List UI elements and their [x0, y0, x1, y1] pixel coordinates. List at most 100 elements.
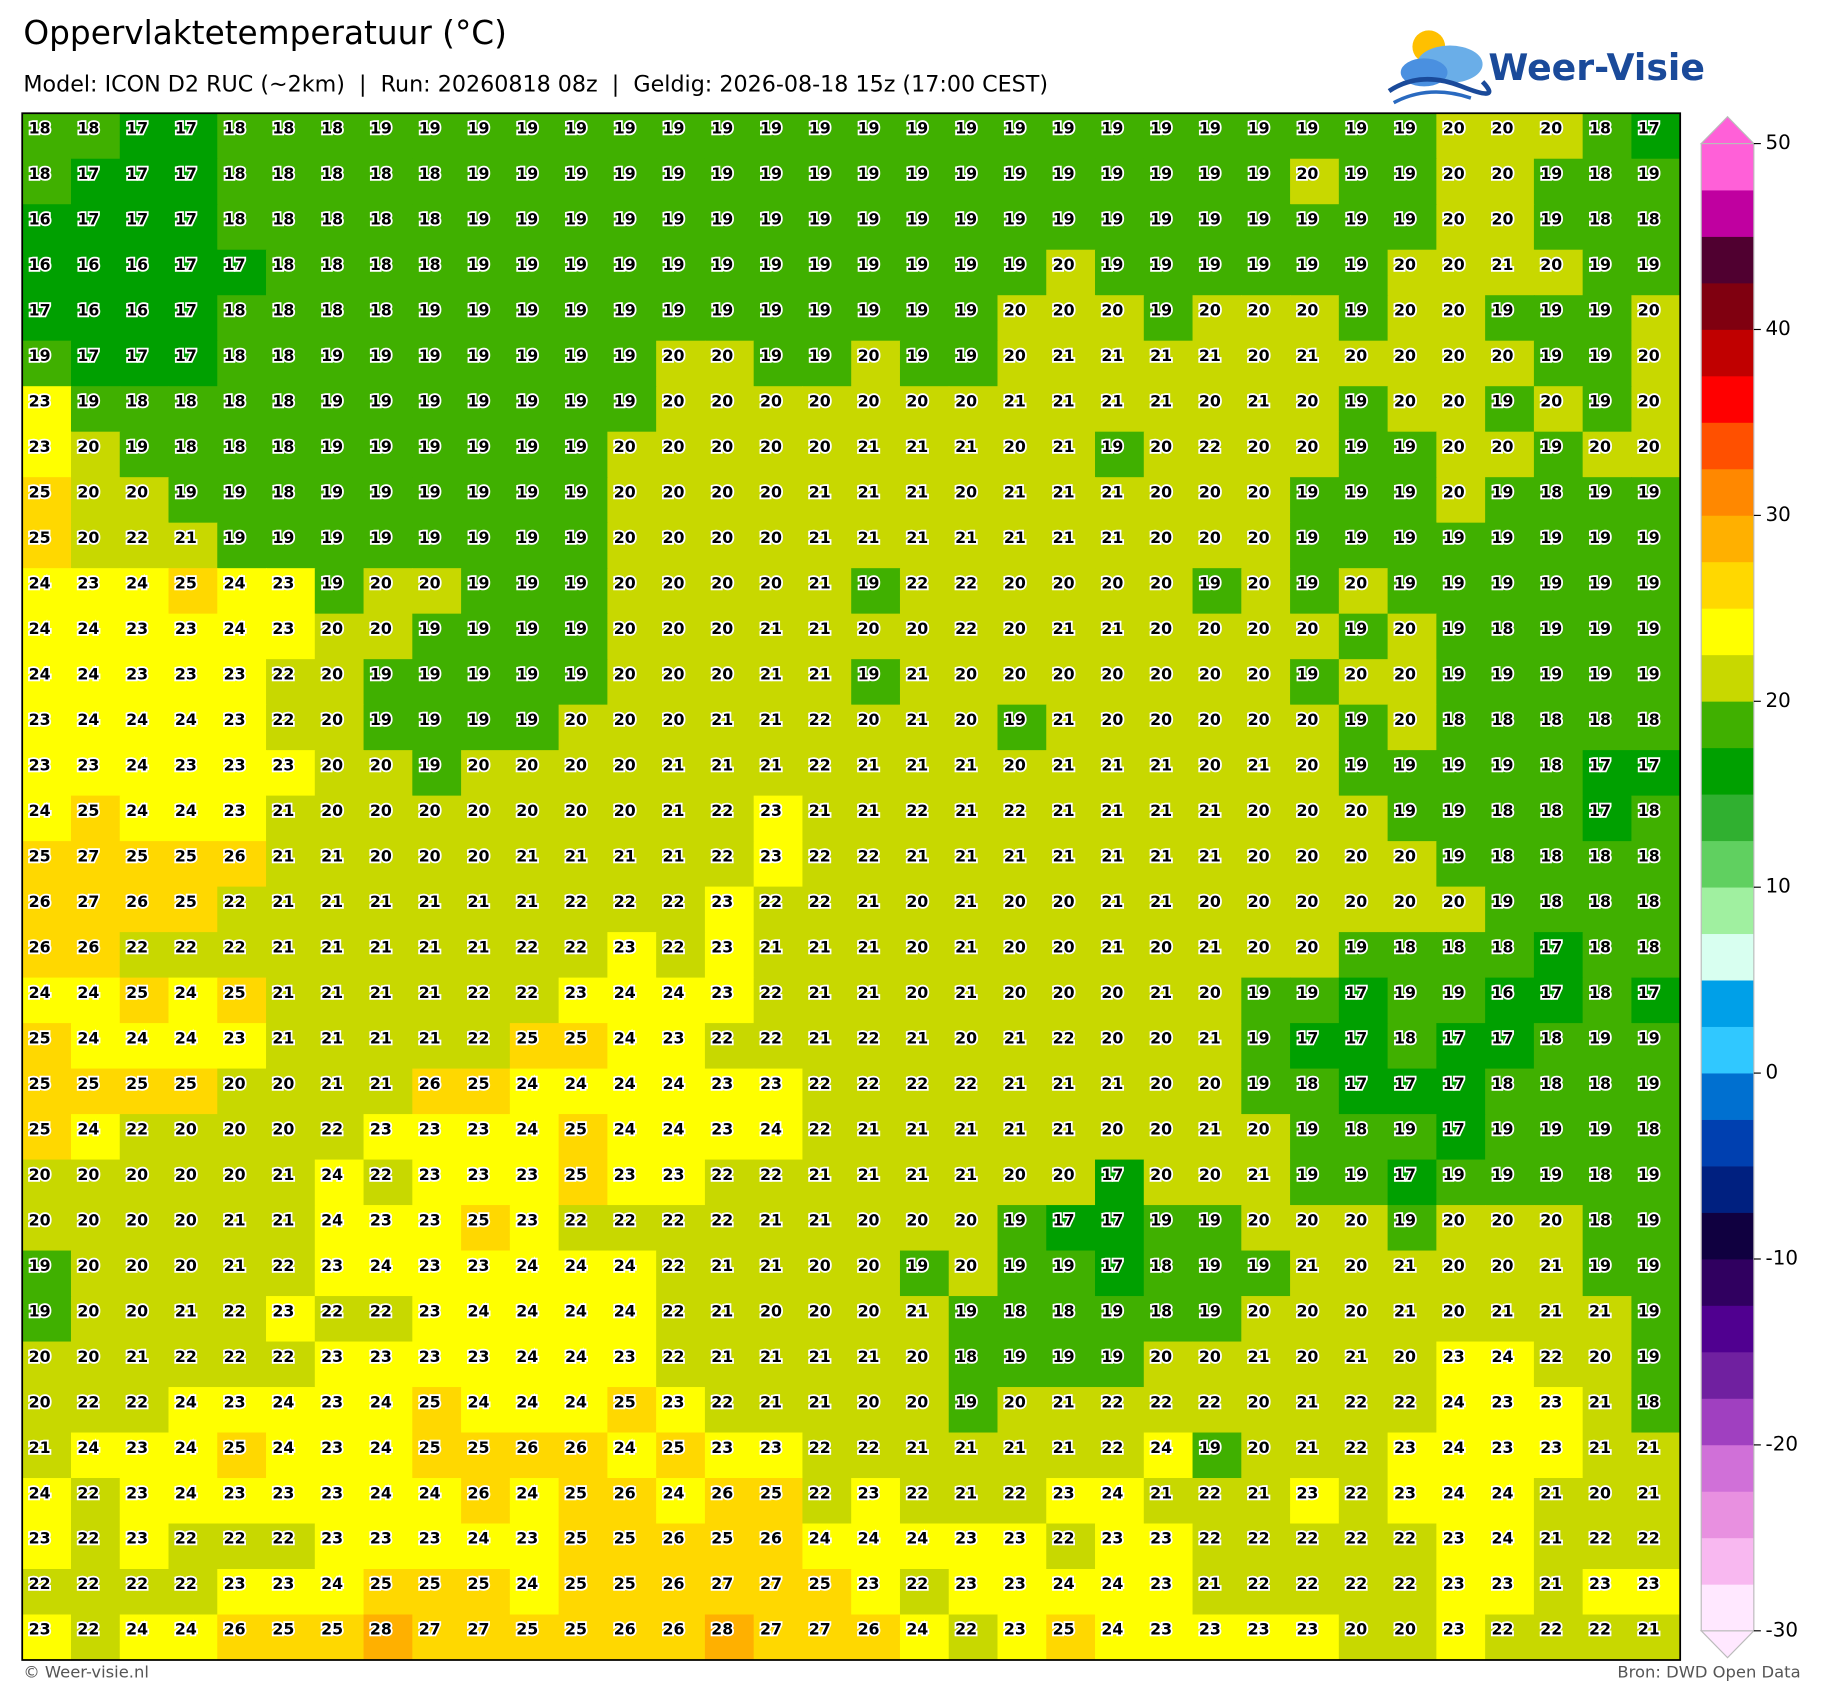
temperature-label: 21 [1345, 1347, 1367, 1366]
temperature-label: 21 [370, 937, 392, 956]
temperature-label: 24 [516, 1301, 538, 1320]
temperature-cell [607, 1569, 657, 1616]
temperature-label: 21 [760, 664, 782, 683]
temperature-label: 17 [1394, 1074, 1416, 1093]
temperature-cell [1582, 1023, 1633, 1070]
temperature-cell [656, 1614, 706, 1661]
temperature-label: 19 [1199, 118, 1221, 137]
temperature-cell [314, 1387, 365, 1434]
temperature-label: 19 [1443, 983, 1465, 1002]
temperature-label: 23 [419, 1301, 441, 1320]
temperature-cell [168, 659, 218, 706]
temperature-label: 20 [858, 1392, 880, 1411]
temperature-cell [70, 1432, 121, 1479]
temperature-cell [70, 932, 121, 979]
temperature-label: 22 [126, 1392, 148, 1411]
temperature-cell [412, 886, 462, 933]
temperature-cell [70, 795, 121, 842]
temperature-label: 20 [760, 528, 782, 547]
temperature-label: 24 [1443, 1392, 1465, 1411]
temperature-cell [412, 295, 462, 342]
temperature-label: 23 [272, 1483, 294, 1502]
temperature-label: 20 [1394, 1620, 1416, 1639]
colorbar-band [1701, 561, 1754, 609]
temperature-label: 21 [760, 1392, 782, 1411]
temperature-label: 22 [1394, 1574, 1416, 1593]
temperature-label: 20 [1443, 482, 1465, 501]
temperature-cell [802, 1205, 852, 1252]
temperature-label: 20 [1296, 164, 1318, 183]
temperature-cell [948, 932, 999, 979]
temperature-cell [1095, 1523, 1145, 1570]
temperature-cell [558, 1023, 608, 1070]
temperature-cell [899, 977, 950, 1024]
temperature-label: 23 [1004, 1620, 1026, 1639]
colorbar-band [1701, 1026, 1754, 1074]
temperature-label: 23 [1443, 1620, 1465, 1639]
colorbar-band [1701, 1119, 1754, 1167]
temperature-label: 19 [711, 209, 733, 228]
temperature-label: 19 [906, 164, 928, 183]
temperature-label: 24 [321, 1574, 343, 1593]
temperature-label: 20 [858, 710, 880, 729]
temperature-label: 22 [224, 1301, 246, 1320]
temperature-cell [1387, 750, 1437, 797]
temperature-cell [1436, 249, 1486, 296]
temperature-cell [704, 977, 755, 1024]
temperature-label: 24 [126, 710, 148, 729]
temperature-label: 22 [1053, 1529, 1075, 1548]
temperature-cell [70, 568, 121, 615]
temperature-cell [948, 1523, 999, 1570]
temperature-cell [1485, 1478, 1535, 1525]
temperature-label: 23 [663, 1028, 685, 1047]
temperature-cell [461, 1114, 511, 1161]
temperature-cell [1192, 1023, 1242, 1070]
temperature-cell [851, 340, 901, 387]
temperature-label: 19 [419, 482, 441, 501]
temperature-label: 17 [175, 118, 197, 137]
temperature-label: 19 [516, 255, 538, 274]
temperature-cell [70, 1114, 121, 1161]
temperature-cell [70, 704, 121, 751]
temperature-label: 17 [77, 346, 99, 365]
temperature-label: 18 [1540, 710, 1562, 729]
temperature-cell [1143, 204, 1194, 251]
temperature-label: 19 [1394, 1119, 1416, 1138]
temperature-label: 22 [467, 1028, 489, 1047]
temperature-label: 21 [1150, 1483, 1172, 1502]
temperature-cell [997, 431, 1047, 478]
temperature-label: 19 [467, 619, 489, 638]
temperature-label: 21 [565, 846, 587, 865]
temperature-cell [1631, 1569, 1681, 1616]
temperature-label: 21 [126, 1347, 148, 1366]
temperature-cell [1387, 477, 1437, 524]
temperature-label: 19 [516, 664, 538, 683]
temperature-label: 19 [711, 300, 733, 319]
colorbar-tick-label: 20 [1766, 689, 1791, 712]
temperature-label: 20 [1004, 892, 1026, 911]
temperature-cell [217, 249, 267, 296]
temperature-cell [1241, 704, 1291, 751]
temperature-label: 19 [1394, 573, 1416, 592]
temperature-label: 19 [1589, 1119, 1611, 1138]
temperature-label: 20 [1589, 437, 1611, 456]
temperature-cell [558, 340, 608, 387]
temperature-cell [1631, 1478, 1681, 1525]
temperature-cell [1290, 1159, 1340, 1206]
temperature-cell [1631, 1296, 1681, 1343]
temperature-label: 22 [224, 1529, 246, 1548]
temperature-cell [753, 386, 804, 433]
temperature-cell [1533, 113, 1584, 160]
temperature-label: 22 [760, 983, 782, 1002]
temperature-cell [1631, 750, 1681, 797]
temperature-label: 17 [1053, 1210, 1075, 1229]
temperature-cell [753, 659, 804, 706]
temperature-label: 20 [1296, 391, 1318, 410]
temperature-cell [363, 522, 413, 569]
temperature-label: 18 [1589, 1165, 1611, 1184]
temperature-cell [656, 704, 706, 751]
temperature-label: 20 [370, 846, 392, 865]
temperature-cell [509, 340, 560, 387]
temperature-label: 20 [1101, 573, 1123, 592]
temperature-label: 21 [1248, 1347, 1270, 1366]
